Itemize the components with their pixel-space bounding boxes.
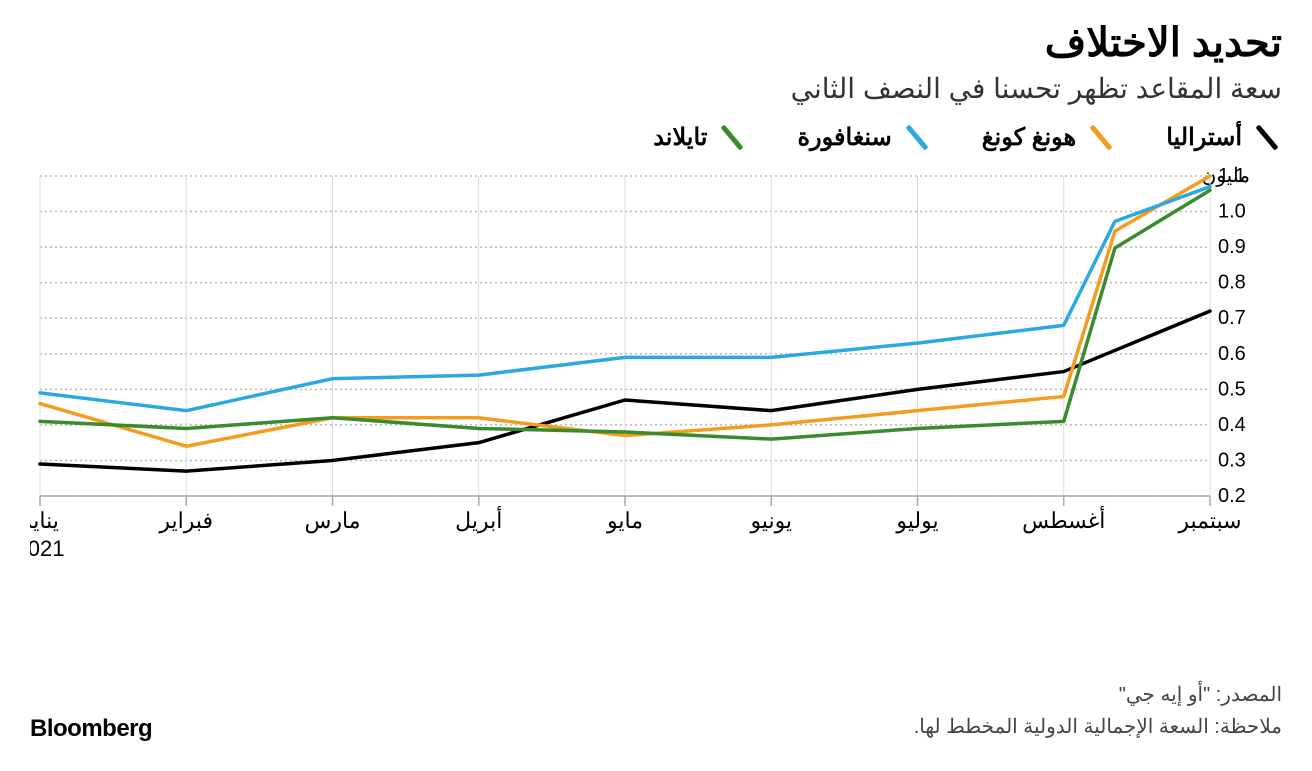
brand-logo: Bloomberg — [30, 715, 152, 743]
legend-swatch — [721, 124, 744, 150]
svg-text:فبراير: فبراير — [158, 508, 213, 534]
chart-area: 0.20.30.40.50.60.70.80.91.01.1مليونيناير… — [30, 166, 1282, 576]
svg-text:2021: 2021 — [30, 536, 64, 561]
legend-item: تايلاند — [653, 123, 747, 152]
svg-text:سبتمبر: سبتمبر — [1177, 508, 1241, 534]
source-text: المصدر: "أو إيه جي" — [914, 679, 1282, 711]
legend-item: هونغ كونغ — [982, 123, 1116, 152]
legend-swatch — [1255, 124, 1278, 150]
legend-label: أستراليا — [1166, 123, 1242, 152]
svg-text:0.9: 0.9 — [1218, 236, 1246, 258]
svg-text:0.5: 0.5 — [1218, 378, 1246, 400]
svg-text:مايو: مايو — [606, 508, 643, 534]
svg-text:0.8: 0.8 — [1218, 272, 1246, 294]
svg-text:0.4: 0.4 — [1218, 414, 1246, 436]
legend-item: سنغافورة — [797, 123, 931, 152]
legend-item: أستراليا — [1166, 123, 1282, 152]
legend-label: سنغافورة — [797, 123, 891, 152]
svg-text:يناير: يناير — [30, 508, 59, 534]
svg-text:0.7: 0.7 — [1218, 307, 1246, 329]
line-chart-svg: 0.20.30.40.50.60.70.80.91.01.1مليونيناير… — [30, 166, 1280, 576]
legend-swatch — [905, 124, 928, 150]
svg-text:1.0: 1.0 — [1218, 201, 1246, 223]
svg-text:0.2: 0.2 — [1218, 485, 1246, 507]
chart-subtitle: سعة المقاعد تظهر تحسنا في النصف الثاني — [30, 72, 1282, 105]
note-text: ملاحظة: السعة الإجمالية الدولية المخطط ل… — [914, 711, 1282, 743]
svg-text:أغسطس: أغسطس — [1022, 505, 1105, 534]
svg-text:0.3: 0.3 — [1218, 449, 1246, 471]
svg-text:يونيو: يونيو — [749, 508, 792, 534]
svg-text:0.6: 0.6 — [1218, 343, 1246, 365]
svg-text:أبريل: أبريل — [455, 505, 502, 534]
legend-label: تايلاند — [653, 123, 707, 152]
legend: أستراليا هونغ كونغ سنغافورة تايلاند — [30, 123, 1282, 152]
legend-swatch — [1090, 124, 1113, 150]
svg-text:يوليو: يوليو — [895, 508, 938, 534]
chart-title: تحديد الاختلاف — [30, 20, 1282, 66]
legend-label: هونغ كونغ — [982, 123, 1076, 152]
footer-notes: المصدر: "أو إيه جي" ملاحظة: السعة الإجما… — [914, 679, 1282, 743]
svg-text:مارس: مارس — [305, 508, 361, 534]
